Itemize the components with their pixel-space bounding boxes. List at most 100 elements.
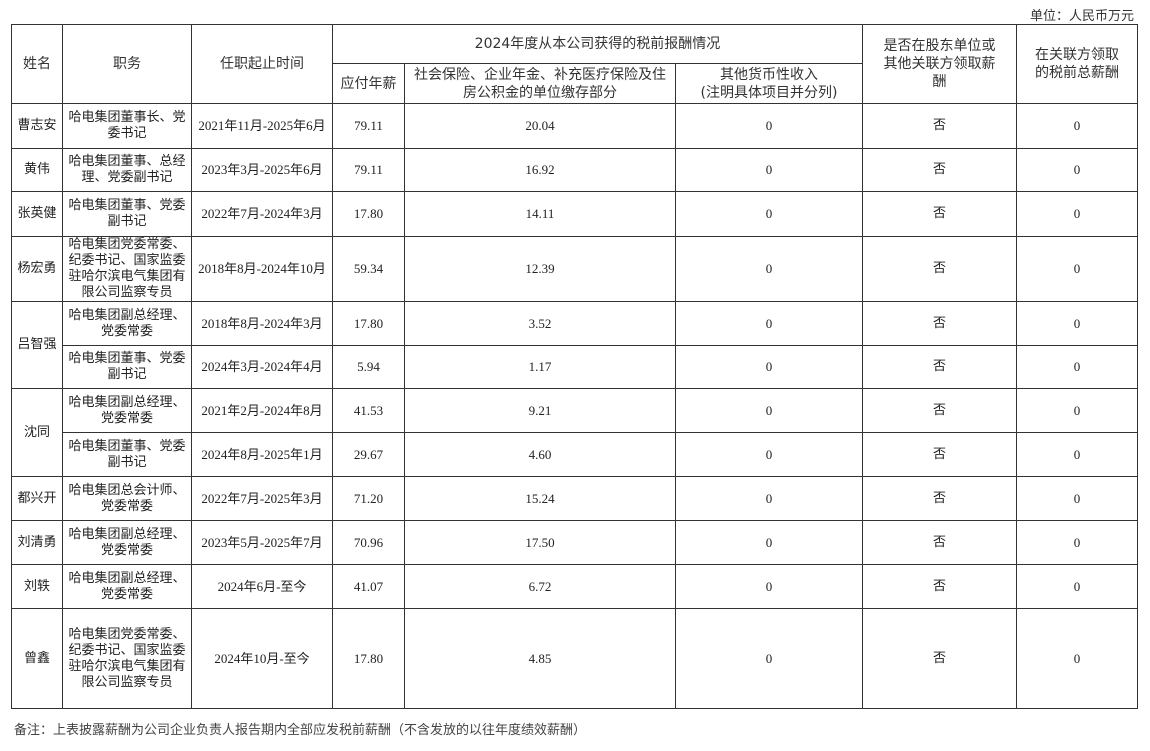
insurance-cell: 12.39 [404,236,676,302]
related-total-cell: 0 [1016,520,1138,565]
table-row: 哈电集团董事、党委副书记 2024年3月-2024年4月 5.94 1.17 0 否 0 [12,345,1138,389]
header-term: 任职起止时间 [191,24,333,104]
person-name: 杨宏勇 [11,236,63,302]
table-row: 杨宏勇 哈电集团党委常委、纪委书记、国家监委驻哈尔滨电气集团有限公司监察专员 201… [11,236,1138,302]
salary-cell: 70.96 [332,520,405,565]
table-row: 黄伟 哈电集团董事、总经理、党委副书记 2023年3月-2025年6月 79.11 16… [11,148,1138,192]
insurance-cell: 4.60 [404,432,676,477]
person-name: 刘轶 [11,564,63,609]
table-row: 曾鑫 哈电集团党委常委、纪委书记、国家监委驻哈尔滨电气集团有限公司监察专员 2024… [11,608,1138,709]
insurance-cell: 17.50 [404,520,676,565]
term-cell: 2024年3月-2024年4月 [191,345,333,389]
position-cell: 哈电集团董事、党委副书记 [62,345,192,389]
related-total-cell: 0 [1016,564,1138,609]
header-related-total: 在关联方领取的税前总薪酬 [1016,24,1138,104]
table-row: 都兴开 哈电集团总会计师、党委常委 2022年7月-2025年3月 71.20 15.2… [11,476,1138,521]
related-flag-cell: 否 [862,476,1017,521]
term-cell: 2023年3月-2025年6月 [191,148,333,192]
salary-cell: 59.34 [332,236,405,302]
term-cell: 2018年8月-2024年3月 [191,301,333,346]
position-cell: 哈电集团董事长、党委书记 [62,103,192,149]
footnote: 备注：上表披露薪酬为公司企业负责人报告期内全部应发税前薪酬（不含发放的以往年度绩… [14,723,587,738]
related-flag-cell: 否 [862,608,1017,709]
salary-cell: 29.67 [332,432,405,477]
term-cell: 2018年8月-2024年10月 [191,236,333,302]
position-cell: 哈电集团董事、党委副书记 [62,432,192,477]
table-row: 刘轶 哈电集团副总经理、党委常委 2024年6月-至今 41.07 6.72 0 否 0 [11,564,1138,609]
position-cell: 哈电集团总会计师、党委常委 [62,476,192,521]
salary-cell: 71.20 [332,476,405,521]
position-cell: 哈电集团董事、总经理、党委副书记 [62,148,192,192]
position-cell: 哈电集团副总经理、党委常委 [62,520,192,565]
position-cell: 哈电集团副总经理、党委常委 [62,564,192,609]
insurance-cell: 16.92 [404,148,676,192]
related-total-cell: 0 [1016,388,1138,433]
salary-cell: 5.94 [332,345,405,389]
term-cell: 2024年10月-至今 [191,608,333,709]
header-related: 是否在股东单位或其他关联方领取薪酬 [862,24,1017,104]
other-income-cell: 0 [675,103,863,149]
salary-cell: 17.80 [332,191,405,237]
other-income-cell: 0 [675,148,863,192]
related-total-cell: 0 [1016,301,1138,346]
salary-cell: 17.80 [332,301,405,346]
insurance-cell: 3.52 [404,301,676,346]
table-row: 刘清勇 哈电集团副总经理、党委常委 2023年5月-2025年7月 70.96 17.5… [11,520,1138,565]
related-total-cell: 0 [1016,476,1138,521]
other-income-cell: 0 [675,608,863,709]
related-flag-cell: 否 [862,432,1017,477]
position-cell: 哈电集团副总经理、党委常委 [62,388,192,433]
term-cell: 2022年7月-2025年3月 [191,476,333,521]
person-name: 沈同 [11,388,63,477]
salary-cell: 41.53 [332,388,405,433]
header-insurance: 社会保险、企业年金、补充医疗保险及住房公积金的单位缴存部分 [404,63,676,104]
term-cell: 2021年2月-2024年8月 [191,388,333,433]
insurance-cell: 20.04 [404,103,676,149]
related-flag-cell: 否 [862,564,1017,609]
related-total-cell: 0 [1016,103,1138,149]
other-income-cell: 0 [675,388,863,433]
insurance-cell: 6.72 [404,564,676,609]
term-cell: 2021年11月-2025年6月 [191,103,333,149]
other-income-cell: 0 [675,520,863,565]
related-total-cell: 0 [1016,148,1138,192]
salary-cell: 17.80 [332,608,405,709]
header-name: 姓名 [11,24,63,104]
related-flag-cell: 否 [862,520,1017,565]
position-cell: 哈电集团董事、党委副书记 [62,191,192,237]
other-income-cell: 0 [675,476,863,521]
other-income-cell: 0 [675,236,863,302]
person-name: 曾鑫 [11,608,63,709]
insurance-cell: 14.11 [404,191,676,237]
compensation-table: 姓名 职务 任职起止时间 2024年度从本公司获得的税前报酬情况 是否在股东单位… [11,24,1138,709]
position-cell: 哈电集团副总经理、党委常委 [62,301,192,346]
person-name: 曹志安 [11,103,63,149]
header-position: 职务 [62,24,192,104]
table-row: 张英健 哈电集团董事、党委副书记 2022年7月-2024年3月 17.80 14.11… [11,191,1138,237]
related-flag-cell: 否 [862,388,1017,433]
insurance-cell: 1.17 [404,345,676,389]
table-row: 沈同 哈电集团副总经理、党委常委 2021年2月-2024年8月 41.53 9.21 0… [11,388,1138,477]
header-salary: 应付年薪 [332,63,405,104]
salary-cell: 41.07 [332,564,405,609]
salary-cell: 79.11 [332,103,405,149]
insurance-cell: 9.21 [404,388,676,433]
other-income-cell: 0 [675,191,863,237]
term-cell: 2024年8月-2025年1月 [191,432,333,477]
insurance-cell: 4.85 [404,608,676,709]
term-cell: 2023年5月-2025年7月 [191,520,333,565]
person-name: 吕智强 [11,301,63,389]
other-income-cell: 0 [675,432,863,477]
person-name: 刘清勇 [11,520,63,565]
position-cell: 哈电集团党委常委、纪委书记、国家监委驻哈尔滨电气集团有限公司监察专员 [62,236,192,302]
related-total-cell: 0 [1016,345,1138,389]
related-total-cell: 0 [1016,432,1138,477]
header-compensation-group: 2024年度从本公司获得的税前报酬情况 [332,24,863,64]
related-flag-cell: 否 [862,103,1017,149]
table-row: 吕智强 哈电集团副总经理、党委常委 2018年8月-2024年3月 17.80 3.52… [11,301,1138,389]
table-body: 曹志安 哈电集团董事长、党委书记 2021年11月-2025年6月 79.11 20.0… [11,103,1138,709]
related-total-cell: 0 [1016,608,1138,709]
term-cell: 2022年7月-2024年3月 [191,191,333,237]
person-name: 张英健 [11,191,63,237]
insurance-cell: 15.24 [404,476,676,521]
